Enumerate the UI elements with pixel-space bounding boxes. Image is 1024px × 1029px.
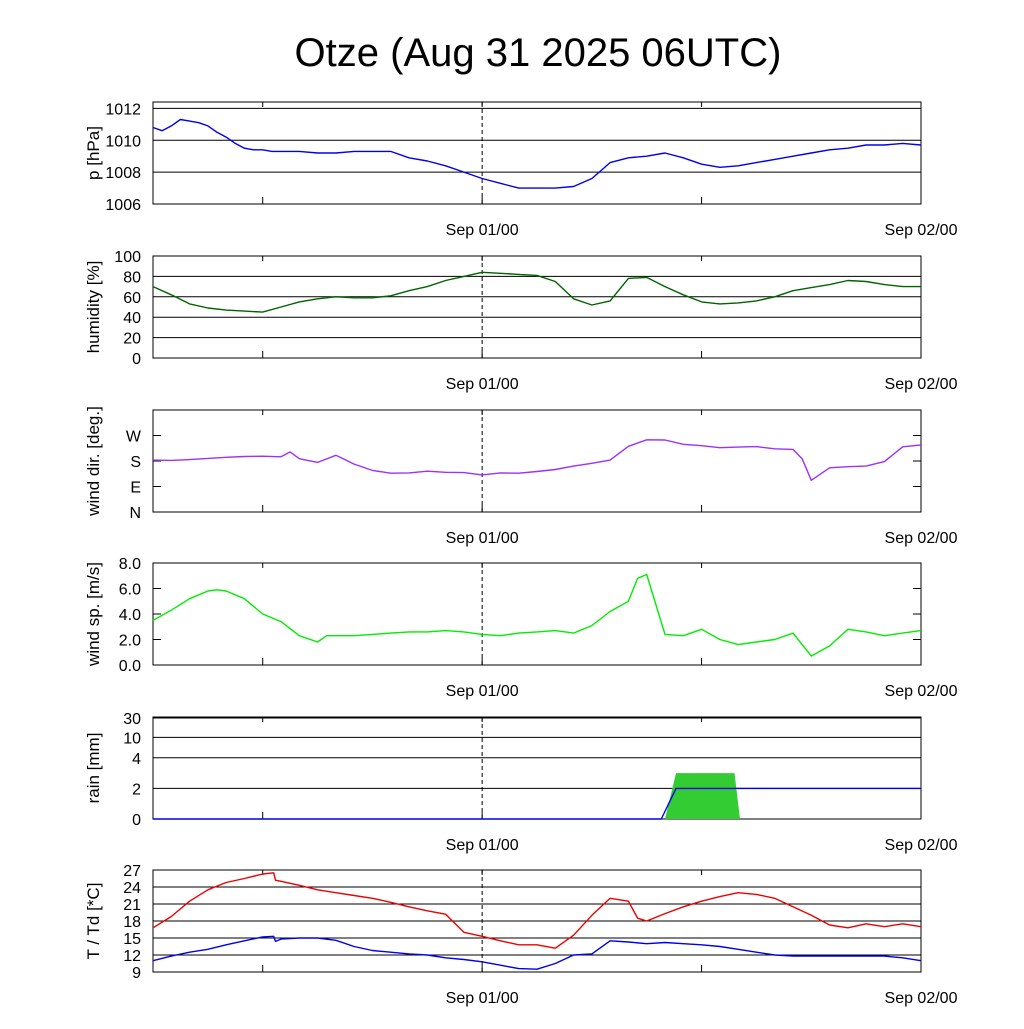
temperature-ylabel: T / Td [*C] <box>84 883 103 960</box>
humidity-ytick-label: 80 <box>123 269 141 286</box>
pressure-frame <box>152 101 922 205</box>
rain-xlabel-sep01: Sep 01/00 <box>446 837 519 854</box>
temperature-series-1 <box>152 935 922 970</box>
pressure-xlabel-sep02: Sep 02/00 <box>885 222 958 239</box>
pressure-ytick-label: 1006 <box>105 197 141 214</box>
temperature-ytick-label: 21 <box>123 897 141 914</box>
pressure-ytick-label: 1012 <box>105 101 141 118</box>
humidity-ylabel: humidity [%] <box>84 261 103 354</box>
humidity-frame <box>152 255 922 359</box>
pressure-ylabel: p [hPa] <box>84 126 103 180</box>
humidity-ytick-label: 20 <box>123 331 141 348</box>
rain-series-1 <box>153 787 921 820</box>
chart-title: Otze (Aug 31 2025 06UTC) <box>295 31 782 75</box>
rain-ytick-label: 2 <box>132 781 141 798</box>
wind_direction-ytick-label: S <box>130 454 141 471</box>
rain-ytick-label: 30 <box>123 711 141 728</box>
temperature-ytick-label: 15 <box>123 931 141 948</box>
humidity-ytick-label: 0 <box>132 351 141 368</box>
humidity-series-0 <box>152 271 921 313</box>
temperature-ytick-label: 18 <box>123 914 141 931</box>
rain-ytick-label: 4 <box>132 751 141 768</box>
temperature-ytick-label: 12 <box>123 948 141 965</box>
wind_speed-xlabel-sep02: Sep 02/00 <box>885 683 958 700</box>
wind_direction-series-0 <box>152 439 922 481</box>
pressure-ytick-label: 1010 <box>105 133 141 150</box>
rain-ytick-label: 10 <box>123 730 141 747</box>
temperature-ytick-label: 9 <box>132 965 141 982</box>
wind_speed-ytick-label: 4.0 <box>119 607 141 624</box>
wind_direction-frame <box>152 409 922 513</box>
wind_direction-ytick-label: E <box>130 480 141 497</box>
rain-frame <box>152 716 922 820</box>
humidity-ytick-label: 60 <box>123 290 141 307</box>
temperature-ytick-label: 27 <box>123 863 141 880</box>
wind_direction-xlabel-sep02: Sep 02/00 <box>885 530 958 547</box>
pressure-series-0 <box>152 118 922 189</box>
wind_speed-series-0 <box>152 573 922 657</box>
wind_speed-ytick-label: 6.0 <box>119 582 141 599</box>
wind_speed-ytick-label: 0.0 <box>119 658 141 675</box>
wind_speed-ytick-label: 8.0 <box>119 556 141 573</box>
rain-xlabel-sep02: Sep 02/00 <box>885 837 958 854</box>
humidity-xlabel-sep01: Sep 01/00 <box>446 376 519 393</box>
humidity-ytick-label: 100 <box>114 249 141 266</box>
humidity-ytick-label: 40 <box>123 310 141 327</box>
wind_speed-xlabel-sep01: Sep 01/00 <box>446 683 519 700</box>
temperature-ytick-label: 24 <box>123 880 141 897</box>
wind_direction-ytick-label: W <box>126 429 142 446</box>
wind_speed-ylabel: wind sp. [m/s] <box>84 562 103 667</box>
temperature-series-0 <box>152 872 922 949</box>
rain-ytick-label: 0 <box>132 812 141 829</box>
wind_direction-ytick-label: N <box>129 505 141 522</box>
wind_direction-ylabel: wind dir. [deg.] <box>84 406 103 517</box>
pressure-ytick-label: 1008 <box>105 165 141 182</box>
humidity-xlabel-sep02: Sep 02/00 <box>885 376 958 393</box>
wind_direction-xlabel-sep01: Sep 01/00 <box>446 530 519 547</box>
wind_speed-ytick-label: 2.0 <box>119 633 141 650</box>
rain-ylabel: rain [mm] <box>84 733 103 804</box>
temperature-xlabel-sep01: Sep 01/00 <box>446 990 519 1007</box>
temperature-xlabel-sep02: Sep 02/00 <box>885 990 958 1007</box>
pressure-xlabel-sep01: Sep 01/00 <box>446 222 519 239</box>
rain-series-0 <box>153 773 921 819</box>
